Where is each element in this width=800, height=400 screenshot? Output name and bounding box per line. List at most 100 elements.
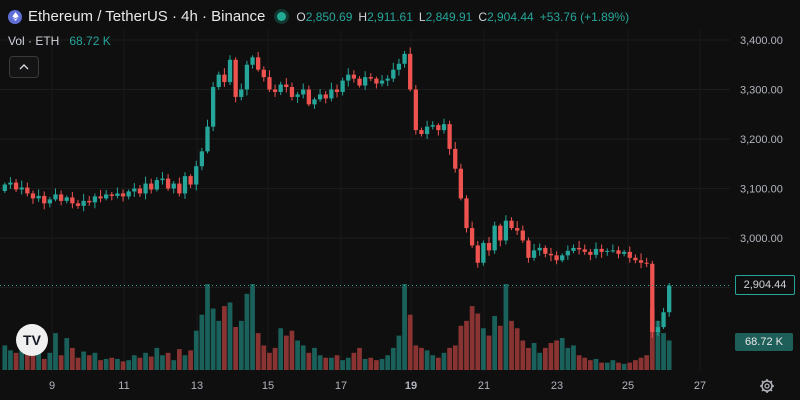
volume-bar: [47, 352, 53, 370]
volume-bar: [419, 347, 424, 370]
volume-bar: [53, 333, 58, 370]
candle: [543, 247, 548, 254]
volume-bar: [238, 320, 244, 370]
volume-bar: [227, 302, 233, 370]
candle: [233, 59, 238, 97]
candle: [346, 74, 351, 81]
volume-bar: [8, 350, 13, 370]
candle: [216, 74, 221, 88]
candle: [222, 74, 227, 83]
time-axis-label: 25: [622, 380, 634, 392]
candle: [317, 94, 323, 100]
time-axis: 9 11 13 15 17 19 21 23 25 27: [49, 380, 706, 392]
volume-bar: [644, 355, 650, 370]
volume-bar: [148, 356, 154, 370]
volume-bar: [131, 355, 137, 370]
volume-bar: [559, 338, 565, 370]
candle: [64, 197, 69, 201]
candle: [36, 195, 41, 199]
collapse-legend-button[interactable]: [9, 56, 39, 78]
candle: [177, 183, 182, 194]
candle: [464, 198, 469, 229]
candle: [458, 168, 464, 199]
candle: [667, 285, 672, 313]
candle: [98, 196, 103, 199]
candle: [391, 69, 396, 79]
candle: [312, 99, 317, 105]
volume-bar: [278, 328, 284, 370]
candle: [605, 250, 610, 252]
volume-bar: [58, 355, 64, 370]
candle: [284, 84, 289, 88]
volume-bar: [633, 360, 638, 370]
candle: [576, 247, 582, 250]
volume-bar: [171, 360, 177, 370]
candle: [267, 77, 272, 90]
candle: [481, 242, 486, 263]
candle: [42, 195, 47, 204]
candle: [188, 176, 193, 185]
ethereum-icon: [8, 9, 22, 24]
candle: [622, 251, 627, 254]
candle: [306, 89, 311, 105]
candle: [526, 240, 531, 258]
candle: [109, 194, 114, 196]
open-value: 2,850.69: [305, 9, 353, 24]
volume-bar: [666, 340, 672, 370]
volume-bar: [340, 360, 345, 370]
volume-bar: [81, 351, 87, 370]
candle: [132, 188, 137, 192]
volume-bar: [413, 345, 419, 370]
volume-bar: [143, 352, 148, 370]
volume-bar: [509, 320, 514, 370]
ohlc-values: O2,850.69 H2,911.61 L2,849.91 C2,904.44 …: [296, 10, 629, 24]
candle: [154, 180, 159, 190]
candle: [537, 247, 542, 251]
time-axis-label: 11: [118, 380, 129, 392]
candle: [334, 89, 340, 92]
candle: [475, 245, 480, 263]
volume-bar: [103, 358, 109, 370]
volume-bar: [531, 342, 537, 370]
volume-bar: [497, 325, 503, 370]
candle: [25, 187, 30, 194]
volume-bar: [435, 357, 441, 370]
time-axis-label: 17: [335, 380, 347, 392]
candle: [650, 263, 655, 333]
candle: [357, 78, 362, 86]
candle: [441, 124, 447, 131]
candle: [126, 191, 131, 197]
volume-bar: [402, 284, 407, 370]
volume-bar: [526, 347, 531, 370]
volume-bar: [441, 352, 447, 370]
candle: [2, 184, 7, 191]
candle: [295, 94, 300, 97]
candle: [239, 89, 244, 97]
time-axis-label: 9: [49, 380, 55, 392]
last-price-tag: 2,904.44: [735, 275, 795, 295]
gear-icon[interactable]: [759, 378, 775, 394]
candle: [182, 176, 188, 194]
volume-bar: [492, 315, 498, 370]
volume-bar: [537, 352, 543, 370]
volume-bar: [193, 330, 199, 370]
volume-bar: [604, 362, 610, 370]
candle: [120, 193, 126, 197]
volume-bar: [334, 355, 340, 370]
time-axis-label: 15: [262, 380, 274, 392]
candle: [278, 84, 283, 92]
candle: [329, 89, 334, 99]
candle: [115, 193, 120, 196]
candle: [13, 182, 19, 190]
volume-bar: [115, 358, 120, 370]
candle: [205, 126, 210, 152]
candle: [520, 230, 525, 241]
volume-bar: [126, 360, 132, 370]
volume-bar: [587, 360, 593, 370]
candle: [627, 251, 632, 258]
price-axis-label: 3,100.00: [740, 184, 783, 196]
candle: [582, 249, 587, 252]
volume-bar: [548, 342, 554, 370]
volume-bar: [176, 349, 182, 370]
